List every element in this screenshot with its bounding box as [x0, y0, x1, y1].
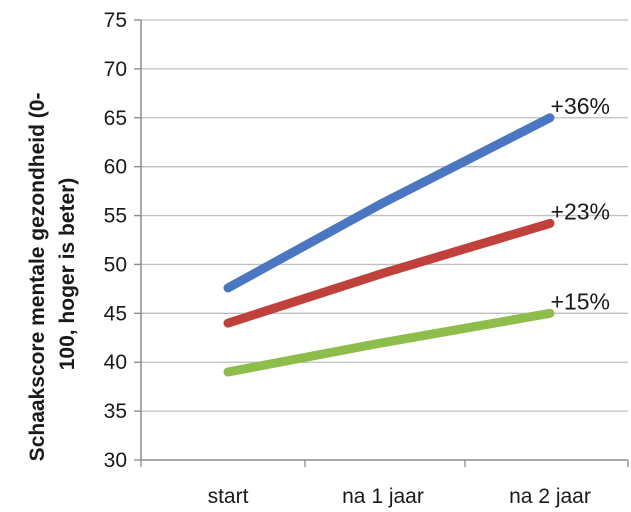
- y-tick-label: 60: [104, 156, 127, 179]
- series-annotation: +23%: [551, 198, 610, 224]
- y-tick-label: 55: [104, 205, 127, 228]
- y-tick-label: 75: [104, 9, 127, 32]
- y-tick-label: 35: [104, 400, 127, 423]
- series-annotations: +36% +23% +15%: [551, 93, 610, 315]
- y-tick-label: 30: [104, 449, 127, 472]
- gridlines: [135, 19, 628, 412]
- y-tick-label: 50: [104, 253, 127, 276]
- y-axis-label: Schaakscore mentale gezondheid (0- 100, …: [26, 87, 79, 462]
- series-annotation: +15%: [551, 288, 610, 314]
- x-tick-label: start: [208, 485, 249, 508]
- y-axis-label-line-1: Schaakscore mentale gezondheid (0-: [26, 93, 49, 462]
- series-lines: [223, 113, 555, 377]
- y-tick-label: 40: [104, 351, 127, 374]
- y-tick-label: 45: [104, 302, 127, 325]
- y-tick-label: 65: [104, 107, 127, 130]
- y-tick-labels: 30 35 40 45 50 55 60 65 70 75: [104, 9, 127, 472]
- y-tick-label: 70: [104, 58, 127, 81]
- y-axis-label-line-2: 100, hoger is beter): [56, 178, 79, 371]
- axes: [134, 19, 629, 467]
- series-line: [223, 218, 555, 328]
- x-tick-label: na 1 jaar: [342, 485, 424, 508]
- x-tick-label: na 2 jaar: [509, 485, 591, 508]
- x-tick-labels: start na 1 jaar na 2 jaar: [208, 485, 591, 508]
- series-line: [223, 113, 555, 293]
- series-annotation: +36%: [551, 93, 610, 119]
- series-line: [223, 308, 555, 377]
